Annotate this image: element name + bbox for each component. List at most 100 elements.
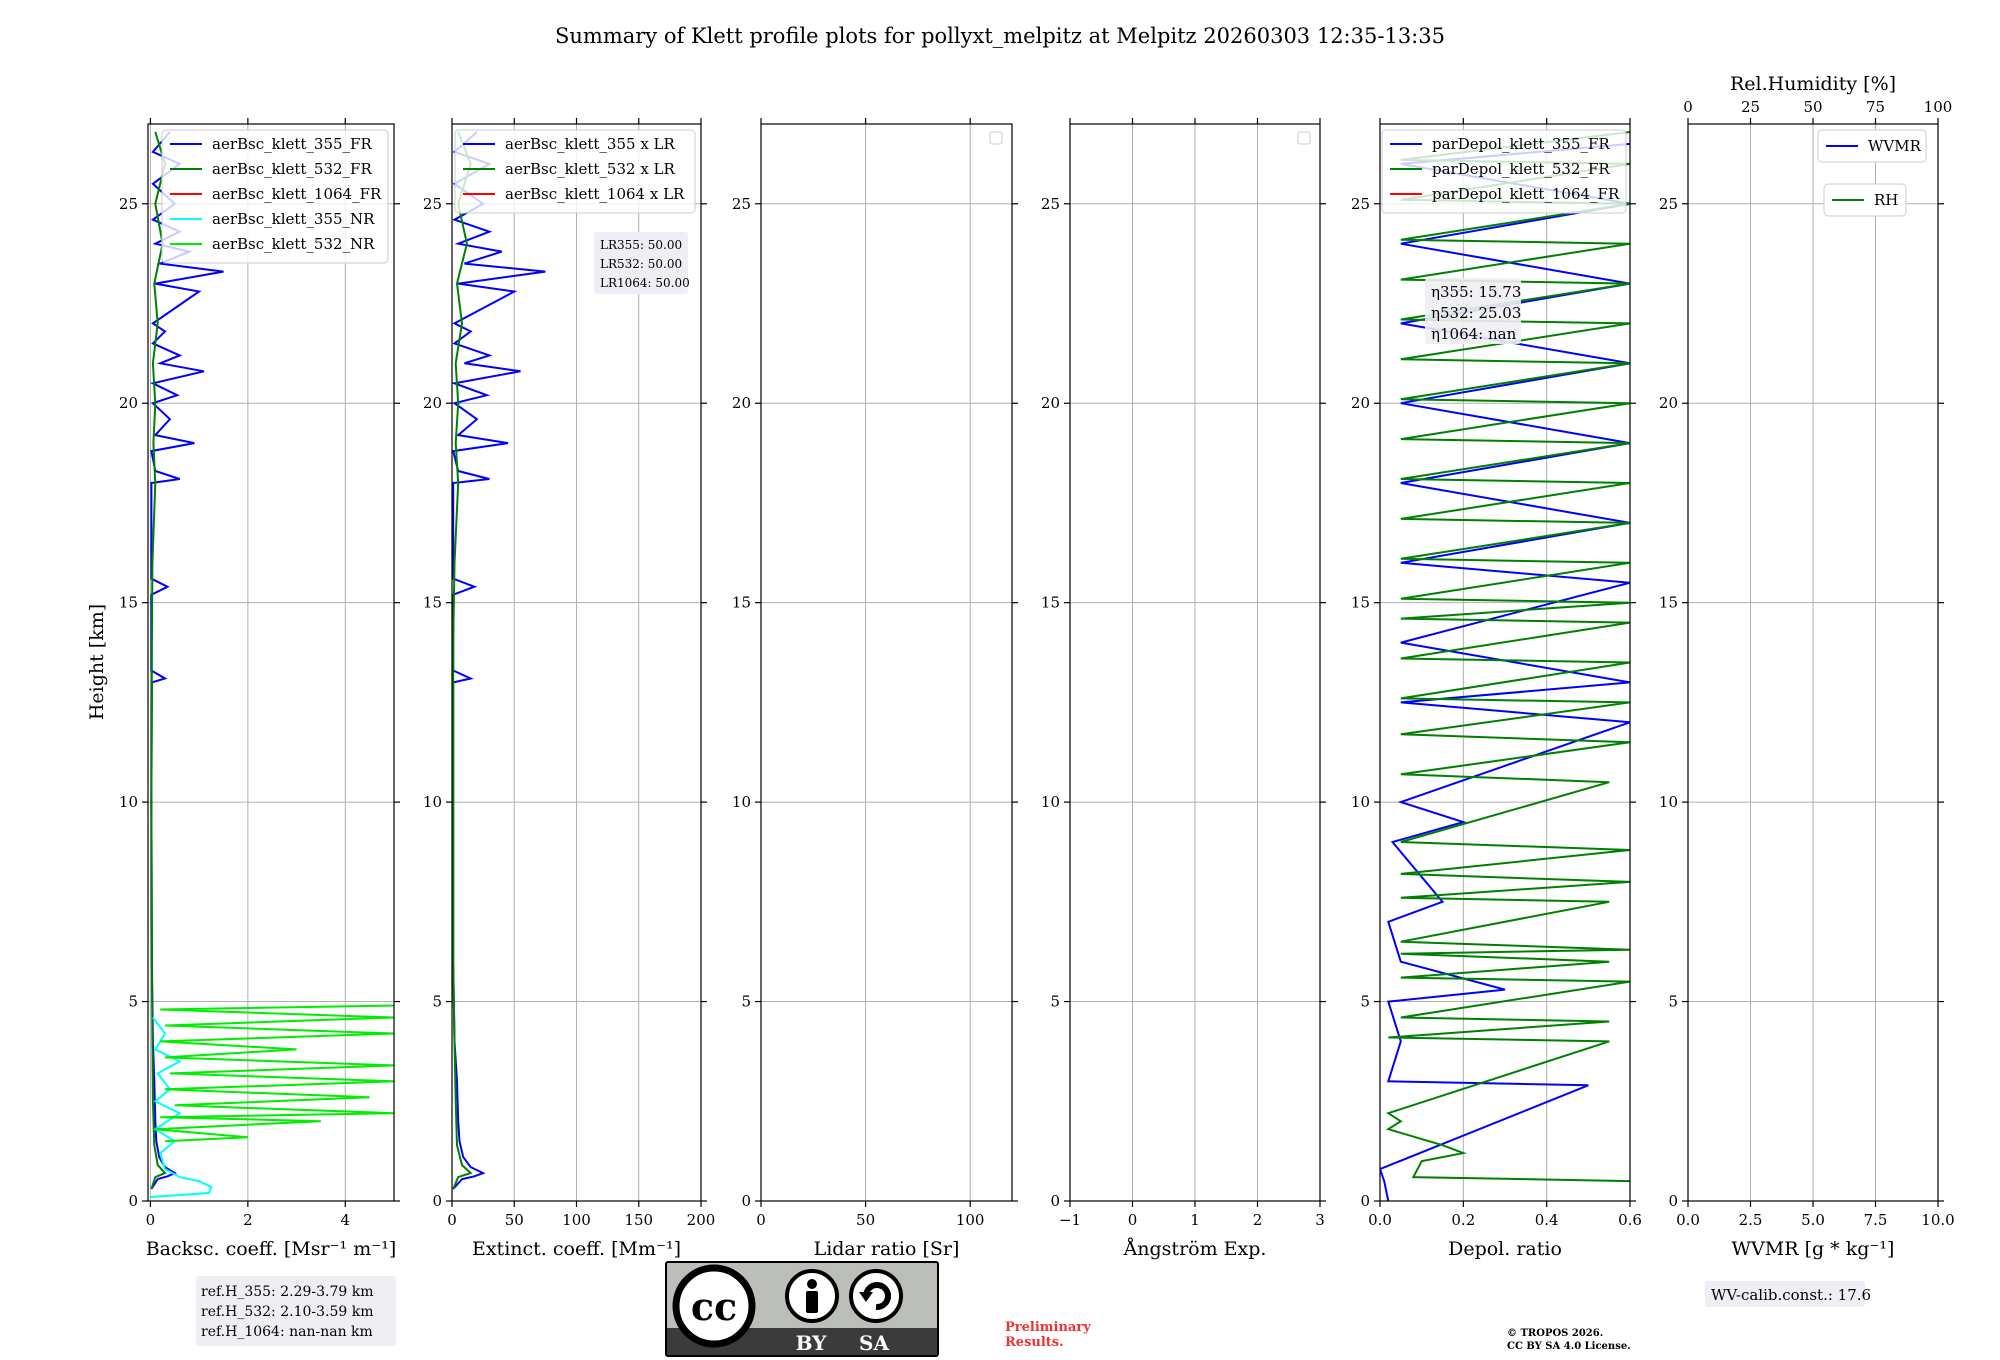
copyright-line-1: © TROPOS 2026.	[1507, 1328, 1603, 1339]
x-tick-label: 4	[341, 1211, 351, 1229]
legend-label: aerBsc_klett_532_FR	[212, 160, 372, 178]
y-tick-label: 15	[1659, 594, 1678, 612]
top-tick-label: 0	[1683, 98, 1693, 116]
y-tick-label: 0	[1050, 1192, 1060, 1210]
legend-label: aerBsc_klett_532 x LR	[505, 160, 676, 178]
lr-annotation-box	[594, 232, 688, 294]
panel-frame	[760, 123, 1013, 1202]
series-line-aerBsc_klett_532 x LR	[452, 131, 473, 1190]
top-tick-label: 50	[1803, 98, 1822, 116]
series-group	[149, 131, 394, 1198]
y-tick-label: 0	[1668, 1192, 1678, 1210]
x-tick-label: 0.0	[1368, 1211, 1392, 1229]
eta-annotation: η355: 15.73	[1431, 283, 1521, 301]
series-line-parDepol_klett_532_FR	[1385, 131, 1630, 1183]
y-tick-label: 5	[1050, 993, 1060, 1011]
eta-annotation: η532: 25.03	[1431, 304, 1521, 322]
eta-annotation: η1064: nan	[1431, 325, 1517, 343]
y-tick-label: 10	[119, 793, 138, 811]
x-tick-label: 2	[243, 1211, 253, 1229]
x-tick-label: 0.2	[1451, 1211, 1475, 1229]
y-tick-label: 10	[1351, 793, 1370, 811]
x-tick-label: 0	[756, 1211, 766, 1229]
panel-extinction: 0 50 100 150 200 Extinct. coeff. [Mm⁻¹] 0 5 10 15…	[423, 118, 715, 1260]
sa-share-icon	[849, 1269, 903, 1323]
y-tick-label: 15	[119, 594, 138, 612]
legend-label: aerBsc_klett_355_NR	[212, 210, 375, 228]
y-tick-label: 25	[1659, 195, 1678, 213]
legend-box-wvmr	[1817, 129, 1927, 163]
legend-label: RH	[1874, 191, 1898, 209]
legend-label: WVMR	[1868, 137, 1922, 155]
panel-backscatter: 0 2 4 Backsc. coeff. [Msr⁻¹ m⁻¹] 0 5 10 15 20 25 a…	[119, 118, 400, 1260]
y-tick-label: 15	[732, 594, 751, 612]
legend-label: aerBsc_klett_1064 x LR	[505, 185, 685, 203]
x-tick-label: 2	[1253, 1211, 1263, 1229]
series-line-aerBsc_klett_532_NR	[155, 1004, 394, 1143]
legend-box	[161, 129, 389, 264]
top-axis-label: Rel.Humidity [%]	[1730, 73, 1896, 95]
y-tick-label: 10	[732, 793, 751, 811]
legend-label: aerBsc_klett_532_NR	[212, 235, 375, 253]
x-tick-label: 0.6	[1618, 1211, 1642, 1229]
x-tick-label: 0	[1128, 1211, 1138, 1229]
y-tick-label: 10	[423, 793, 442, 811]
x-axis-label: WVMR [g * kg⁻¹]	[1732, 1238, 1895, 1260]
y-tick-label: 15	[423, 594, 442, 612]
lr-annotation: LR355: 50.00	[600, 238, 682, 252]
y-tick-label: 0	[1360, 1192, 1370, 1210]
copyright-line-2: CC BY SA 4.0 License.	[1507, 1341, 1631, 1352]
y-tick-label: 15	[1041, 594, 1060, 612]
preliminary-note: Preliminary Results.	[1005, 1320, 1091, 1350]
y-tick-label: 20	[1041, 394, 1060, 412]
y-tick-label: 20	[423, 394, 442, 412]
top-tick-label: 25	[1741, 98, 1760, 116]
lr-annotation: LR1064: 50.00	[600, 276, 690, 290]
legend-label: parDepol_klett_355_FR	[1432, 135, 1610, 153]
x-axis-label: Ångström Exp.	[1123, 1238, 1267, 1260]
x-tick-label: 100	[562, 1211, 591, 1229]
y-tick-label: 5	[128, 993, 138, 1011]
series-line-parDepol_klett_355_FR	[1380, 142, 1630, 1201]
y-tick-label: 0	[741, 1192, 751, 1210]
ref-height-355: ref.H_355: 2.29-3.79 km	[201, 1284, 374, 1300]
x-tick-label: 1	[1190, 1211, 1200, 1229]
y-tick-label: 25	[1351, 195, 1370, 213]
y-tick-label: 25	[119, 195, 138, 213]
x-tick-label: 5.0	[1801, 1211, 1825, 1229]
ref-height-532: ref.H_532: 2.10-3.59 km	[201, 1304, 374, 1320]
legend-box-rh	[1823, 183, 1907, 217]
x-tick-label: 2.5	[1739, 1211, 1763, 1229]
y-tick-label: 0	[432, 1192, 442, 1210]
x-tick-label: 0	[146, 1211, 156, 1229]
x-axis-label: Lidar ratio [Sr]	[814, 1238, 960, 1260]
legend-box	[1381, 129, 1627, 214]
x-tick-label: 50	[856, 1211, 875, 1229]
y-tick-label: 10	[1041, 793, 1060, 811]
x-tick-label: 0	[447, 1211, 457, 1229]
sa-arrow-head	[859, 1292, 873, 1302]
x-tick-label: 100	[956, 1211, 985, 1229]
x-tick-label: 50	[505, 1211, 524, 1229]
cc-logo-text: cc	[691, 1284, 737, 1329]
cc-logo-icon	[672, 1264, 756, 1348]
x-tick-label: 7.5	[1864, 1211, 1888, 1229]
y-tick-label: 15	[1351, 594, 1370, 612]
legend-label: parDepol_klett_1064_FR	[1432, 185, 1620, 203]
wv-calib-const: WV-calib.const.: 17.6	[1711, 1286, 1871, 1304]
x-tick-label: 3	[1315, 1211, 1325, 1229]
x-axis-label: Backsc. coeff. [Msr⁻¹ m⁻¹]	[146, 1238, 397, 1260]
x-axis-label: Extinct. coeff. [Mm⁻¹]	[472, 1238, 681, 1260]
by-person-body	[806, 1291, 818, 1313]
preliminary-line-1: Preliminary	[1005, 1320, 1091, 1335]
figure-title: Summary of Klett profile plots for polly…	[555, 24, 1445, 48]
top-tick-label: 100	[1924, 98, 1953, 116]
copyright-note: © TROPOS 2026. CC BY SA 4.0 License.	[1507, 1328, 1631, 1352]
panel-frame	[1379, 123, 1631, 1202]
x-tick-label: −1	[1059, 1211, 1081, 1229]
y-tick-label: 5	[1360, 993, 1370, 1011]
x-tick-label: 0.4	[1535, 1211, 1559, 1229]
